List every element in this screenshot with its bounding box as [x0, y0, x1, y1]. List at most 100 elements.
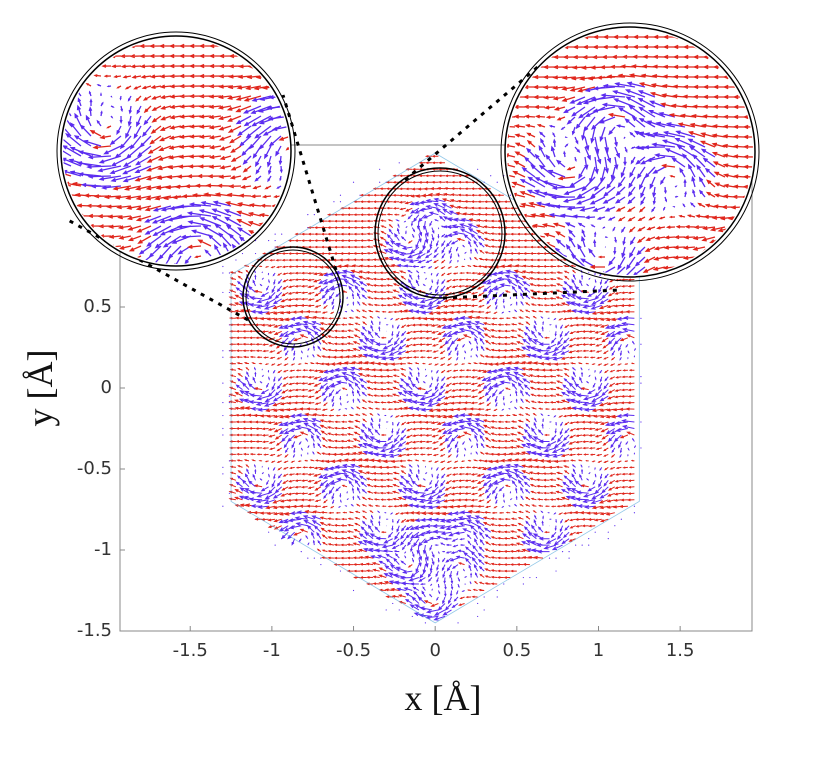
arrow — [511, 336, 517, 338]
arrow — [477, 225, 484, 228]
arrow — [420, 614, 432, 617]
arrow — [447, 552, 452, 554]
arrow — [348, 440, 354, 442]
arrow — [534, 511, 537, 513]
arrow — [447, 377, 451, 379]
arrow — [431, 273, 432, 275]
arrow — [296, 285, 302, 287]
arrow — [526, 521, 530, 525]
arrow — [472, 305, 478, 307]
arrow — [556, 422, 557, 425]
arrow — [552, 338, 556, 343]
arrow — [391, 513, 393, 514]
arrow — [550, 376, 556, 378]
arrow — [573, 368, 576, 370]
arrow — [465, 253, 466, 254]
arrow — [495, 396, 497, 401]
arrow — [487, 299, 491, 304]
arrow — [460, 272, 464, 273]
arrow — [439, 162, 445, 164]
arrow — [353, 302, 354, 305]
arrow — [571, 429, 576, 431]
arrow — [354, 349, 361, 351]
arrow — [430, 565, 432, 571]
arrow — [360, 379, 367, 383]
arrow — [284, 467, 288, 469]
arrow — [596, 435, 602, 437]
arrow — [282, 214, 291, 217]
arrow — [267, 383, 269, 387]
arrow — [432, 552, 434, 557]
arrow — [622, 285, 628, 287]
arrow — [515, 65, 526, 68]
arrow — [313, 541, 314, 545]
arrow — [502, 506, 503, 507]
arrow — [478, 236, 484, 241]
arrow — [620, 454, 621, 456]
arrow — [480, 532, 484, 538]
arrow — [355, 220, 361, 222]
arrow — [424, 285, 426, 286]
arrow — [505, 35, 516, 38]
dot — [275, 234, 276, 235]
arrow — [363, 400, 367, 403]
arrow — [412, 384, 419, 390]
arrow — [485, 334, 491, 338]
dot — [281, 234, 282, 235]
arrow — [487, 500, 490, 503]
arrow — [383, 506, 386, 507]
dot — [320, 558, 321, 559]
dot — [242, 253, 243, 254]
dot — [307, 558, 308, 559]
arrow — [348, 531, 354, 533]
arrow — [462, 266, 464, 267]
arrow — [352, 489, 353, 494]
arrow — [459, 285, 465, 287]
arrow — [284, 370, 288, 372]
arrow — [480, 436, 484, 442]
arrow — [742, 277, 745, 287]
arrow — [367, 570, 373, 572]
arrow — [496, 500, 497, 503]
arrow — [336, 518, 341, 520]
arrow — [432, 604, 439, 607]
arrow — [439, 390, 445, 396]
x-tick-label: -1 — [263, 640, 281, 661]
arrow — [262, 421, 268, 423]
arrow — [367, 381, 373, 383]
arrow — [309, 402, 315, 404]
arrow — [348, 524, 353, 526]
arrow — [435, 267, 438, 269]
arrow — [316, 493, 321, 496]
arrow — [671, 216, 675, 217]
arrow — [432, 474, 433, 477]
arrow — [263, 331, 269, 333]
arrow — [417, 254, 425, 259]
arrow — [716, 267, 726, 277]
arrow — [453, 525, 465, 528]
arrow — [394, 472, 399, 474]
arrow — [367, 375, 373, 377]
arrow — [578, 357, 583, 359]
arrow — [502, 409, 503, 410]
arrow — [381, 194, 387, 196]
arrow — [555, 363, 562, 365]
arrow — [313, 444, 314, 448]
arrow — [367, 563, 373, 565]
arrow — [562, 357, 569, 359]
arrow — [498, 440, 504, 442]
arrow — [274, 370, 276, 373]
arrow — [355, 240, 361, 242]
arrow — [447, 544, 452, 545]
arrow — [432, 228, 434, 233]
arrow — [604, 227, 606, 228]
dot — [222, 415, 223, 416]
arrow — [376, 408, 380, 409]
arrow — [413, 401, 425, 404]
arrow — [374, 569, 380, 571]
arrow — [612, 448, 615, 452]
arrow — [368, 194, 374, 196]
arrow — [355, 523, 360, 525]
arrow — [605, 280, 608, 284]
dot — [301, 551, 302, 552]
